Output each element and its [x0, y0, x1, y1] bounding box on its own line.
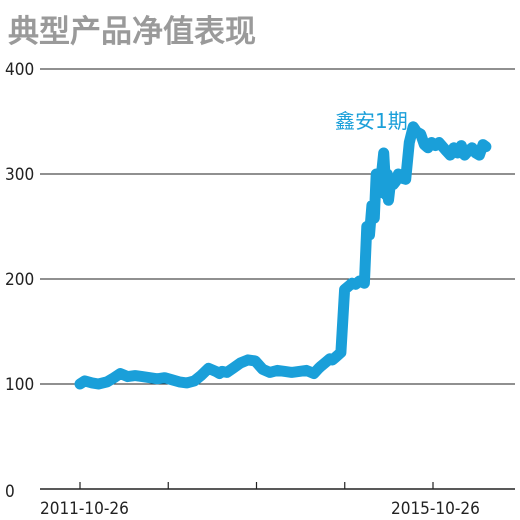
gridlines [40, 68, 515, 385]
x-tick-label-start: 2011-10-26 [40, 499, 129, 519]
y-tick-label-300: 300 [5, 165, 34, 185]
x-tick-label-end: 2015-10-26 [391, 499, 480, 519]
y-tick-label-400: 400 [5, 60, 34, 80]
chart-title: 典型产品净值表现 [8, 14, 256, 50]
x-axis-ticks [79, 482, 434, 489]
y-tick-label-0: 0 [5, 482, 15, 502]
y-tick-label-100: 100 [5, 375, 34, 395]
series-line-xinan-1 [74, 121, 492, 390]
y-tick-label-200: 200 [5, 270, 34, 290]
series-label: 鑫安1期 [335, 109, 408, 133]
y-axis-tick-labels: 0 100 200 300 400 [5, 60, 34, 502]
